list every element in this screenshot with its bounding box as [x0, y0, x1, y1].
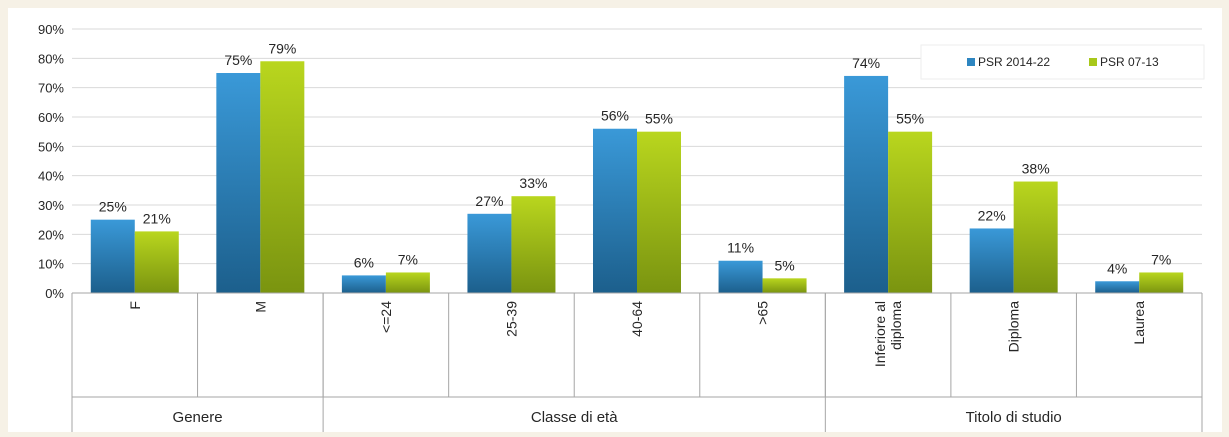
bar [1013, 181, 1058, 293]
bar [260, 61, 305, 294]
y-tick-label: 10% [38, 257, 64, 272]
category-label-line: F [127, 301, 143, 310]
bar [216, 73, 261, 293]
bar-chart: 0% 10% 20% 30% 40% 50% 60% 70% 80% 90% 25% 75% 6% 27… [38, 22, 1205, 432]
data-label: 25% [99, 199, 127, 215]
category-label: Laurea [1131, 301, 1147, 345]
data-labels: 25% 75% 6% 27% 56% 11% 74% 22% 4% 21% 79% 7% 33% 55% 5… [99, 40, 1172, 276]
y-tick-label: 70% [38, 81, 64, 96]
legend: PSR 2014-22 PSR 07-13 [920, 44, 1205, 80]
category-label-line: Inferiore al [872, 301, 888, 367]
bar [718, 260, 763, 293]
y-tick-label: 80% [38, 51, 64, 66]
legend-label: PSR 2014-22 [978, 55, 1050, 69]
bar [844, 75, 889, 293]
category-label-line: 40-64 [629, 301, 645, 337]
category-label: Inferiore al diploma [872, 301, 904, 367]
group-label: Genere [173, 409, 223, 426]
data-label: 4% [1107, 260, 1127, 276]
chart-container: 0% 10% 20% 30% 40% 50% 60% 70% 80% 90% 25% 75% 6% 27… [8, 8, 1222, 432]
category-label: 25-39 [503, 301, 519, 337]
legend-box [920, 44, 1205, 80]
data-label: 5% [774, 257, 794, 273]
data-label: 75% [224, 52, 252, 68]
category-label-line: M [252, 301, 268, 313]
y-tick-label: 20% [38, 227, 64, 242]
category-label-line: Laurea [1131, 301, 1147, 345]
category-label-line: <=24 [378, 301, 394, 333]
data-label: 7% [1151, 251, 1171, 267]
data-label: 33% [519, 175, 547, 191]
data-label: 22% [978, 207, 1006, 223]
bar [90, 219, 135, 293]
bar [511, 196, 556, 293]
bars [90, 61, 1184, 294]
bar [888, 131, 933, 293]
data-label: 27% [475, 193, 503, 209]
category-label: >65 [755, 301, 771, 325]
bar [969, 228, 1014, 293]
data-label: 55% [896, 111, 924, 127]
bar [385, 272, 430, 293]
y-tick-label: 60% [38, 110, 64, 125]
category-label: M [252, 301, 268, 313]
bar [467, 213, 512, 293]
data-label: 56% [601, 108, 629, 124]
y-tick-label: 50% [38, 139, 64, 154]
bar [762, 278, 807, 293]
legend-label: PSR 07-13 [1100, 55, 1159, 69]
legend-swatch [967, 58, 975, 66]
data-label: 6% [354, 254, 374, 270]
x-axis: F M <=24 25-39 40-64 >65 Inferiore al diploma Di… [71, 292, 1203, 432]
y-axis-ticks: 0% 10% 20% 30% 40% 50% 60% 70% 80% 90% [38, 22, 64, 301]
category-label: 40-64 [629, 301, 645, 337]
bar [1139, 272, 1184, 293]
category-label-line: Diploma [1006, 301, 1022, 353]
data-label: 7% [398, 251, 418, 267]
data-label: 55% [645, 111, 673, 127]
y-tick-label: 40% [38, 169, 64, 184]
bar [593, 128, 637, 293]
data-label: 38% [1022, 161, 1050, 177]
bar [637, 131, 681, 293]
y-tick-label: 30% [38, 198, 64, 213]
category-label-line: >65 [755, 301, 771, 325]
category-label-line: diploma [888, 301, 904, 350]
bar [134, 231, 179, 293]
data-label: 74% [852, 55, 880, 71]
legend-swatch [1089, 58, 1097, 66]
group-label: Classe di età [531, 409, 618, 426]
category-label: <=24 [378, 301, 394, 333]
bar [1095, 281, 1140, 293]
y-tick-label: 0% [45, 286, 64, 301]
data-label: 79% [268, 40, 296, 56]
category-label-line: 25-39 [503, 301, 519, 337]
group-label: Titolo di studio [966, 409, 1062, 426]
category-label: Diploma [1006, 301, 1022, 353]
category-label: F [127, 301, 143, 310]
bar [341, 275, 386, 293]
data-label: 11% [727, 240, 754, 256]
y-tick-label: 90% [38, 22, 64, 37]
data-label: 21% [143, 210, 171, 226]
